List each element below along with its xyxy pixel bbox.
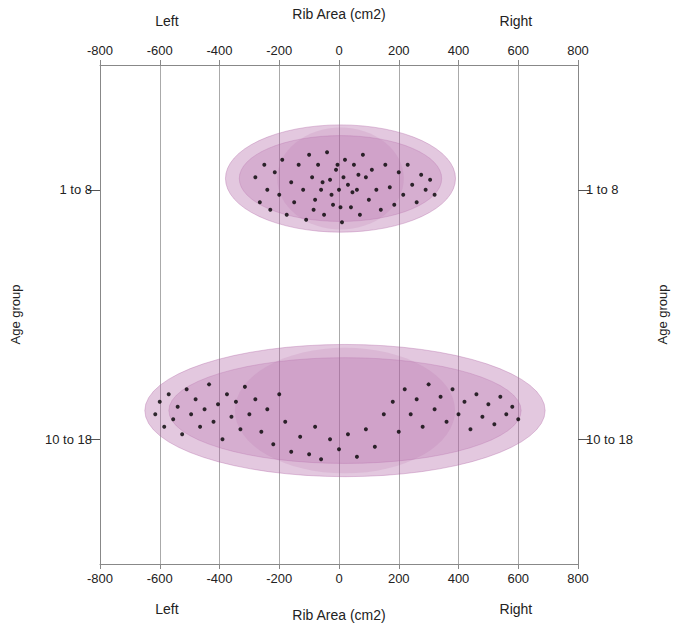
svg-text:Right: Right xyxy=(500,601,533,617)
svg-text:Right: Right xyxy=(500,13,533,29)
svg-text:-600: -600 xyxy=(147,43,173,58)
svg-text:-200: -200 xyxy=(266,571,292,586)
svg-text:Age group: Age group xyxy=(8,285,23,345)
svg-text:600: 600 xyxy=(507,43,529,58)
svg-text:10 to 18: 10 to 18 xyxy=(586,432,633,447)
svg-text:Left: Left xyxy=(155,601,178,617)
svg-text:-600: -600 xyxy=(147,571,173,586)
svg-text:400: 400 xyxy=(448,571,470,586)
svg-text:200: 200 xyxy=(388,571,410,586)
svg-text:600: 600 xyxy=(507,571,529,586)
svg-text:Rib Area (cm2): Rib Area (cm2) xyxy=(292,6,385,22)
svg-text:-200: -200 xyxy=(266,43,292,58)
svg-text:400: 400 xyxy=(448,43,470,58)
svg-text:-400: -400 xyxy=(206,43,232,58)
svg-text:0: 0 xyxy=(335,43,342,58)
svg-text:200: 200 xyxy=(388,43,410,58)
svg-text:10 to 18: 10 to 18 xyxy=(45,432,92,447)
svg-text:1 to 8: 1 to 8 xyxy=(586,182,619,197)
svg-text:-400: -400 xyxy=(206,571,232,586)
svg-text:Age group: Age group xyxy=(655,285,670,345)
svg-text:800: 800 xyxy=(567,571,589,586)
svg-text:-800: -800 xyxy=(87,571,113,586)
svg-text:-800: -800 xyxy=(87,43,113,58)
svg-text:0: 0 xyxy=(335,571,342,586)
svg-text:Rib Area (cm2): Rib Area (cm2) xyxy=(292,607,385,623)
svg-text:800: 800 xyxy=(567,43,589,58)
svg-text:Left: Left xyxy=(155,13,178,29)
svg-text:1 to 8: 1 to 8 xyxy=(59,182,92,197)
